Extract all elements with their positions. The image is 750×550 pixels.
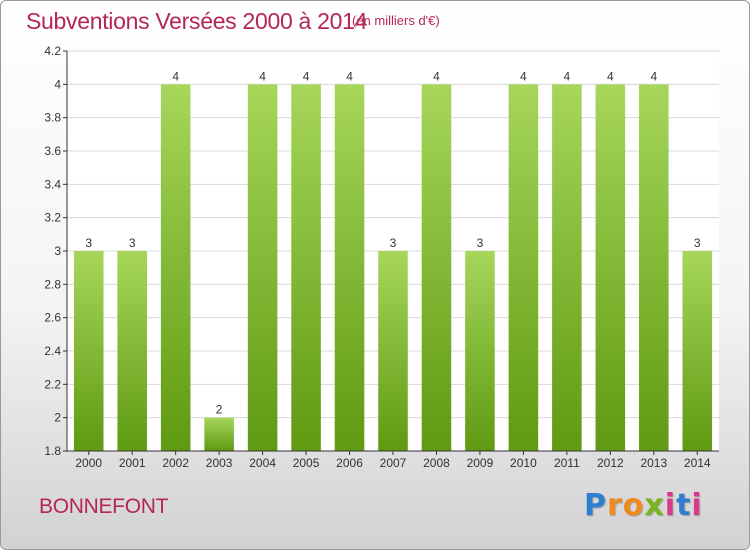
y-tick-label: 2.6 — [44, 311, 61, 325]
x-tick-label-2004: 2004 — [249, 456, 276, 470]
bar-2005 — [291, 84, 321, 451]
logo-letter: t — [676, 488, 692, 523]
x-tick-label-2014: 2014 — [684, 456, 711, 470]
x-tick-label-2008: 2008 — [423, 456, 450, 470]
chart-subtitle: (en milliers d'€) — [352, 13, 440, 28]
chart-title: Subventions Versées 2000 à 2014 — [26, 8, 368, 34]
bar-2001 — [117, 251, 147, 451]
bar-2000 — [73, 251, 104, 451]
data-label-2001: 3 — [129, 236, 136, 250]
x-tick-label-2006: 2006 — [336, 456, 363, 470]
bar-2004 — [247, 84, 278, 451]
data-label-2010: 4 — [520, 69, 527, 83]
x-tick-label-2013: 2013 — [640, 456, 667, 470]
y-tick-label: 3.2 — [44, 211, 61, 225]
data-label-2005: 4 — [303, 69, 310, 83]
data-label-2006: 4 — [346, 69, 353, 83]
logo-letter: x — [644, 488, 665, 523]
y-tick-label: 3.4 — [44, 177, 61, 191]
proxiti-logo: Proxiti — [584, 488, 703, 523]
data-label-2009: 3 — [477, 236, 484, 250]
y-tick-label: 4 — [54, 77, 61, 91]
y-tick-label: 2.2 — [44, 377, 61, 391]
bar-2010 — [508, 84, 539, 451]
bar-2008 — [421, 84, 452, 451]
data-label-2000: 3 — [85, 236, 92, 250]
bar-2014 — [682, 251, 713, 451]
bar-2009 — [465, 251, 495, 451]
x-tick-label-2012: 2012 — [597, 456, 624, 470]
commune-name: BONNEFONT — [39, 495, 169, 518]
y-tick-label: 1.8 — [44, 444, 61, 458]
x-tick-label-2010: 2010 — [510, 456, 537, 470]
data-label-2002: 4 — [172, 69, 179, 83]
logo-letter: P — [584, 488, 607, 523]
y-tick-label: 3.8 — [44, 111, 61, 125]
bar-2007 — [378, 251, 408, 451]
bar-2003 — [204, 417, 234, 451]
bar-2011 — [552, 84, 582, 451]
x-tick-label-2001: 2001 — [119, 456, 146, 470]
data-label-2004: 4 — [259, 69, 266, 83]
data-label-2003: 2 — [216, 403, 223, 417]
logo-letter: i — [664, 488, 677, 523]
data-label-2008: 4 — [433, 69, 440, 83]
bar-2012 — [595, 84, 626, 451]
y-tick-label: 2.8 — [44, 277, 61, 291]
y-tick-label: 2 — [54, 411, 61, 425]
x-tick-label-2002: 2002 — [162, 456, 189, 470]
logo-letter: r — [607, 488, 623, 523]
bar-2013 — [639, 84, 669, 451]
y-tick-label: 4.2 — [44, 44, 61, 58]
x-tick-label-2007: 2007 — [380, 456, 407, 470]
logo-letter: o — [622, 488, 645, 523]
x-tick-label-2000: 2000 — [75, 456, 102, 470]
data-label-2007: 3 — [390, 236, 397, 250]
x-tick-label-2003: 2003 — [206, 456, 233, 470]
data-label-2011: 4 — [564, 69, 571, 83]
logo-letter: i — [691, 488, 703, 523]
y-tick-label: 2.4 — [44, 344, 61, 358]
y-tick-label: 3.6 — [44, 144, 61, 158]
bar-2002 — [160, 84, 191, 451]
bar-2006 — [334, 84, 365, 451]
x-tick-label-2005: 2005 — [293, 456, 320, 470]
x-tick-label-2009: 2009 — [467, 456, 494, 470]
x-tick-label-2011: 2011 — [554, 456, 580, 470]
y-tick-label: 3 — [54, 244, 61, 258]
data-label-2012: 4 — [607, 69, 614, 83]
data-label-2013: 4 — [650, 69, 657, 83]
data-label-2014: 3 — [694, 236, 701, 250]
